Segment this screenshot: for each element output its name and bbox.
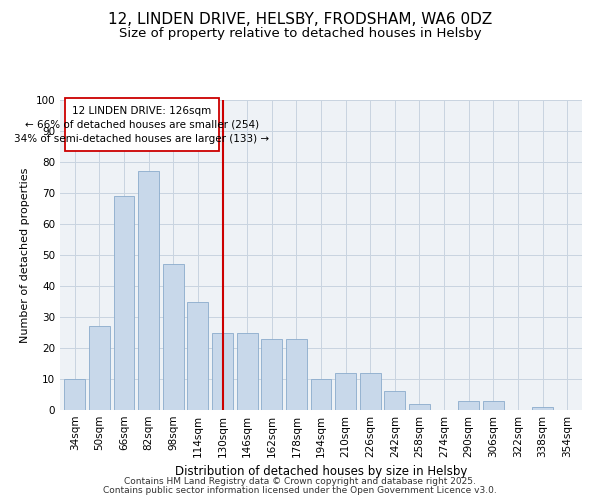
X-axis label: Distribution of detached houses by size in Helsby: Distribution of detached houses by size … xyxy=(175,466,467,478)
Text: Size of property relative to detached houses in Helsby: Size of property relative to detached ho… xyxy=(119,28,481,40)
FancyBboxPatch shape xyxy=(65,98,219,151)
Bar xyxy=(64,379,85,410)
Text: 12 LINDEN DRIVE: 126sqm
← 66% of detached houses are smaller (254)
34% of semi-d: 12 LINDEN DRIVE: 126sqm ← 66% of detache… xyxy=(14,106,269,144)
Bar xyxy=(311,379,331,410)
Text: 12, LINDEN DRIVE, HELSBY, FRODSHAM, WA6 0DZ: 12, LINDEN DRIVE, HELSBY, FRODSHAM, WA6 … xyxy=(108,12,492,28)
Bar xyxy=(286,338,307,410)
Bar xyxy=(385,392,406,410)
Bar xyxy=(89,326,110,410)
Text: Contains HM Land Registry data © Crown copyright and database right 2025.: Contains HM Land Registry data © Crown c… xyxy=(124,477,476,486)
Bar xyxy=(532,407,553,410)
Bar xyxy=(187,302,208,410)
Bar xyxy=(113,196,134,410)
Text: Contains public sector information licensed under the Open Government Licence v3: Contains public sector information licen… xyxy=(103,486,497,495)
Y-axis label: Number of detached properties: Number of detached properties xyxy=(20,168,30,342)
Bar xyxy=(458,400,479,410)
Bar xyxy=(483,400,504,410)
Bar xyxy=(236,332,257,410)
Bar xyxy=(335,373,356,410)
Bar xyxy=(360,373,381,410)
Bar xyxy=(163,264,184,410)
Bar xyxy=(138,172,159,410)
Bar xyxy=(212,332,233,410)
Bar xyxy=(409,404,430,410)
Bar xyxy=(261,338,282,410)
